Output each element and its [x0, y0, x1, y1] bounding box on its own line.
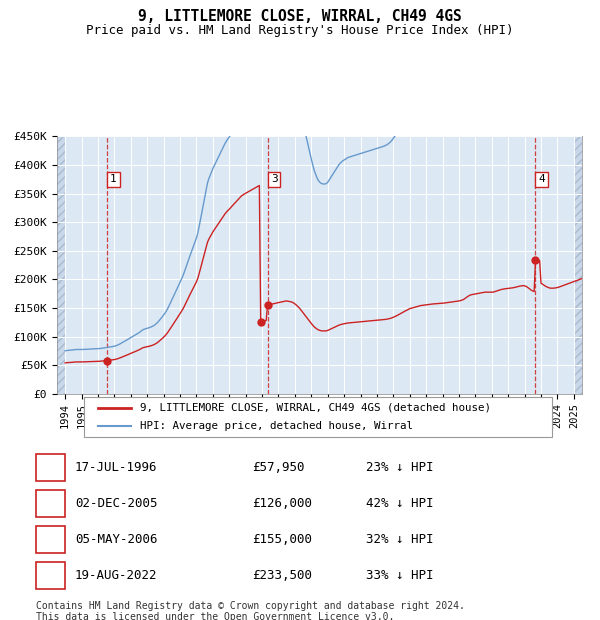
Text: 42% ↓ HPI: 42% ↓ HPI — [366, 497, 434, 510]
Bar — [57, 136, 65, 394]
Text: Contains HM Land Registry data © Crown copyright and database right 2024.: Contains HM Land Registry data © Crown c… — [36, 601, 465, 611]
Text: 19-AUG-2022: 19-AUG-2022 — [75, 569, 157, 582]
Bar — [574, 136, 582, 394]
Text: 02-DEC-2005: 02-DEC-2005 — [75, 497, 157, 510]
Text: This data is licensed under the Open Government Licence v3.0.: This data is licensed under the Open Gov… — [36, 612, 394, 620]
Text: 9, LITTLEMORE CLOSE, WIRRAL, CH49 4GS: 9, LITTLEMORE CLOSE, WIRRAL, CH49 4GS — [138, 9, 462, 24]
Text: Price paid vs. HM Land Registry's House Price Index (HPI): Price paid vs. HM Land Registry's House … — [86, 24, 514, 37]
Text: 4: 4 — [538, 174, 545, 184]
Text: £155,000: £155,000 — [252, 533, 312, 546]
Text: 4: 4 — [47, 569, 54, 582]
Text: 05-MAY-2006: 05-MAY-2006 — [75, 533, 157, 546]
Text: 33% ↓ HPI: 33% ↓ HPI — [366, 569, 434, 582]
Text: 3: 3 — [271, 174, 278, 184]
Text: £126,000: £126,000 — [252, 497, 312, 510]
Text: £233,500: £233,500 — [252, 569, 312, 582]
Text: £57,950: £57,950 — [252, 461, 305, 474]
Text: 1: 1 — [47, 461, 54, 474]
FancyBboxPatch shape — [84, 397, 552, 437]
Text: 32% ↓ HPI: 32% ↓ HPI — [366, 533, 434, 546]
Text: 17-JUL-1996: 17-JUL-1996 — [75, 461, 157, 474]
Text: 3: 3 — [47, 533, 54, 546]
Text: 9, LITTLEMORE CLOSE, WIRRAL, CH49 4GS (detached house): 9, LITTLEMORE CLOSE, WIRRAL, CH49 4GS (d… — [140, 402, 491, 413]
Text: 2: 2 — [47, 497, 54, 510]
Text: HPI: Average price, detached house, Wirral: HPI: Average price, detached house, Wirr… — [140, 421, 413, 432]
Text: 1: 1 — [110, 174, 117, 184]
Text: 23% ↓ HPI: 23% ↓ HPI — [366, 461, 434, 474]
